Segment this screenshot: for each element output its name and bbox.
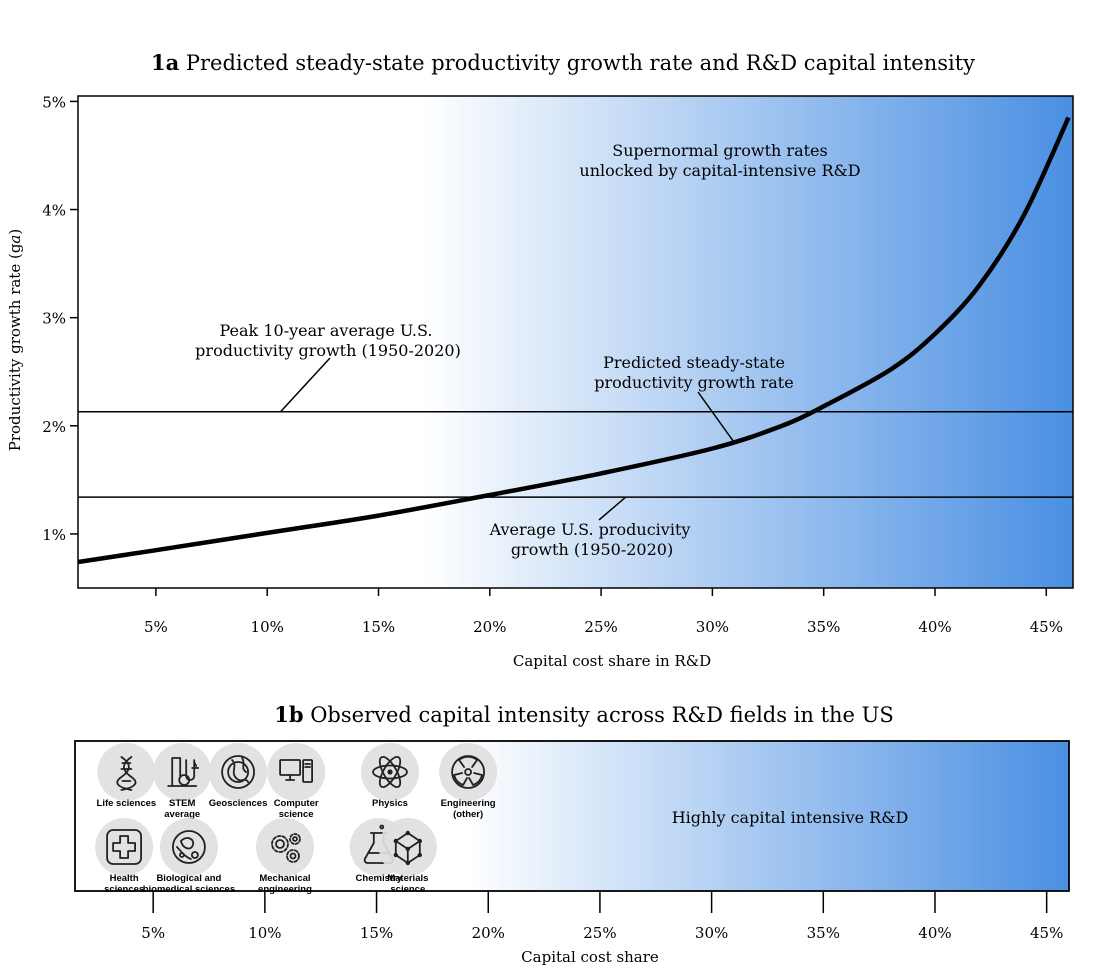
highly-capital-intensive-label: Highly capital intensive R&D	[672, 808, 909, 827]
x-tick-label: 40%	[918, 618, 951, 636]
x-tick-label: 20%	[473, 618, 506, 636]
field-label: Geosciences	[209, 798, 268, 809]
field-marker-badge	[159, 818, 218, 876]
peak-leader-line	[280, 357, 331, 413]
x-tick-label: 5%	[144, 618, 168, 636]
x-tick-label-1b: 15%	[360, 924, 393, 942]
computer-icon	[279, 759, 314, 783]
field-label: Physics	[372, 798, 408, 809]
field-marker-badge	[95, 818, 154, 876]
x-tick-label-1b: 35%	[807, 924, 840, 942]
predicted-growth-curve	[78, 116, 1071, 565]
axis-ticks-1b: 5% 10% 15% 20% 25% 30% 35% 40% 45%	[141, 891, 1063, 942]
x-tick-label: 25%	[584, 618, 617, 636]
field-marker-badge	[267, 743, 326, 801]
radiation-icon	[451, 755, 486, 789]
panel-1b-title-prefix: 1b	[274, 702, 303, 727]
panel-1b: 1b Observed capital intensity across R&D…	[74, 702, 1070, 966]
panel-1a: 1a Predicted steady-state productivity g…	[6, 50, 1074, 670]
supernormal-annotation-line1: Supernormal growth rates	[612, 141, 827, 160]
y-tick-label: 4%	[42, 202, 66, 220]
field-marker-life-sciences: Life sciences	[97, 743, 157, 809]
field-label: Biological and biomedical sciences	[143, 873, 235, 895]
predicted-leader-line	[697, 391, 736, 444]
field-marker-materials-science: Materials science	[378, 818, 437, 895]
crystal-lattice-icon	[393, 830, 422, 866]
field-marker-stem-average: STEM average	[153, 743, 212, 820]
strip-frame	[74, 740, 1070, 892]
field-markers: Life sciences STEM average Geosciences Compu…	[95, 743, 498, 895]
axis-ticks: 5% 10% 15% 20% 25% 30% 35% 40% 45% 1% 2% 3% 4% 5%	[42, 93, 1063, 636]
cell-icon	[171, 830, 206, 864]
x-tick-label-1b: 30%	[695, 924, 728, 942]
y-tick-label: 2%	[42, 418, 66, 436]
field-marker-physics: Physics	[360, 743, 419, 809]
panel-1a-title-text: Predicted steady-state productivity grow…	[186, 51, 975, 75]
x-tick-label-1b: 45%	[1030, 924, 1063, 942]
average-annotation-line2: growth (1950-2020)	[511, 540, 673, 559]
panel-1a-title: 1a Predicted steady-state productivity g…	[151, 50, 975, 75]
x-tick-label-1b: 25%	[583, 924, 616, 942]
field-marker-badge	[439, 743, 498, 801]
y-axis-label-text: Productivity growth rate (g	[6, 243, 24, 451]
y-tick-label: 1%	[42, 526, 66, 544]
field-marker-badge	[153, 743, 212, 801]
x-tick-label: 30%	[696, 618, 729, 636]
field-marker-badge	[255, 818, 314, 876]
y-tick-label: 5%	[42, 93, 66, 111]
field-marker-geosciences: Geosciences	[209, 743, 268, 809]
x-tick-label: 45%	[1030, 618, 1063, 636]
field-label: Mechanical engineering	[258, 873, 312, 895]
x-tick-label: 15%	[362, 618, 395, 636]
panel-1b-title-text: Observed capital intensity across R&D fi…	[310, 703, 894, 727]
field-label: Chemistry	[356, 873, 403, 884]
x-tick-label: 35%	[807, 618, 840, 636]
plot-frame	[77, 95, 1074, 589]
x-axis-label-1b: Capital cost share	[521, 948, 659, 966]
y-tick-label: 3%	[42, 310, 66, 328]
field-marker-health-sciences: Health sciences	[95, 818, 154, 895]
field-marker-biological-and-biomedical-sciences: Biological and biomedical sciences	[143, 818, 235, 895]
field-label: Materials science	[387, 873, 428, 895]
x-tick-label-1b: 40%	[918, 924, 951, 942]
dna-icon	[116, 756, 137, 791]
average-leader-line	[598, 496, 627, 521]
field-marker-engineering-other-: Engineering (other)	[439, 743, 498, 820]
lab-equipment-icon	[167, 757, 200, 787]
field-label: Health sciences	[104, 873, 144, 895]
field-label: Life sciences	[97, 798, 157, 809]
supernormal-annotation-line2: unlocked by capital-intensive R&D	[579, 161, 860, 180]
medical-cross-icon	[106, 829, 142, 865]
field-marker-badge	[209, 743, 268, 801]
x-tick-label: 10%	[251, 618, 284, 636]
y-axis-label: Productivity growth rate (ga)	[6, 229, 24, 451]
x-axis-label: Capital cost share in R&D	[513, 652, 711, 670]
plot-background-gradient	[78, 96, 1073, 588]
reference-lines	[78, 410, 1073, 498]
y-axis-label-close: )	[6, 229, 24, 235]
x-tick-label-1b: 20%	[472, 924, 505, 942]
x-tick-label-1b: 5%	[141, 924, 165, 942]
panel-1b-title: 1b Observed capital intensity across R&D…	[274, 702, 894, 727]
field-marker-computer-science: Computer science	[267, 743, 326, 820]
peak-annotation-line2: productivity growth (1950-2020)	[195, 341, 461, 360]
panel-1a-title-prefix: 1a	[151, 50, 180, 75]
average-annotation-line1: Average U.S. producivity	[489, 520, 691, 539]
field-marker-mechanical-engineering: Mechanical engineering	[255, 818, 314, 895]
field-label: Engineering (other)	[441, 798, 496, 820]
atom-icon	[372, 756, 408, 788]
predicted-annotation-line2: productivity growth rate	[594, 373, 793, 392]
earth-layers-icon	[221, 755, 256, 789]
gears-icon	[271, 833, 301, 863]
predicted-annotation-line1: Predicted steady-state	[603, 353, 785, 372]
field-label: Computer science	[274, 798, 319, 820]
x-tick-label-1b: 10%	[248, 924, 281, 942]
field-label: STEM average	[164, 798, 200, 820]
peak-annotation-line1: Peak 10-year average U.S.	[220, 321, 433, 340]
y-axis-label-subscript: a	[6, 235, 24, 244]
